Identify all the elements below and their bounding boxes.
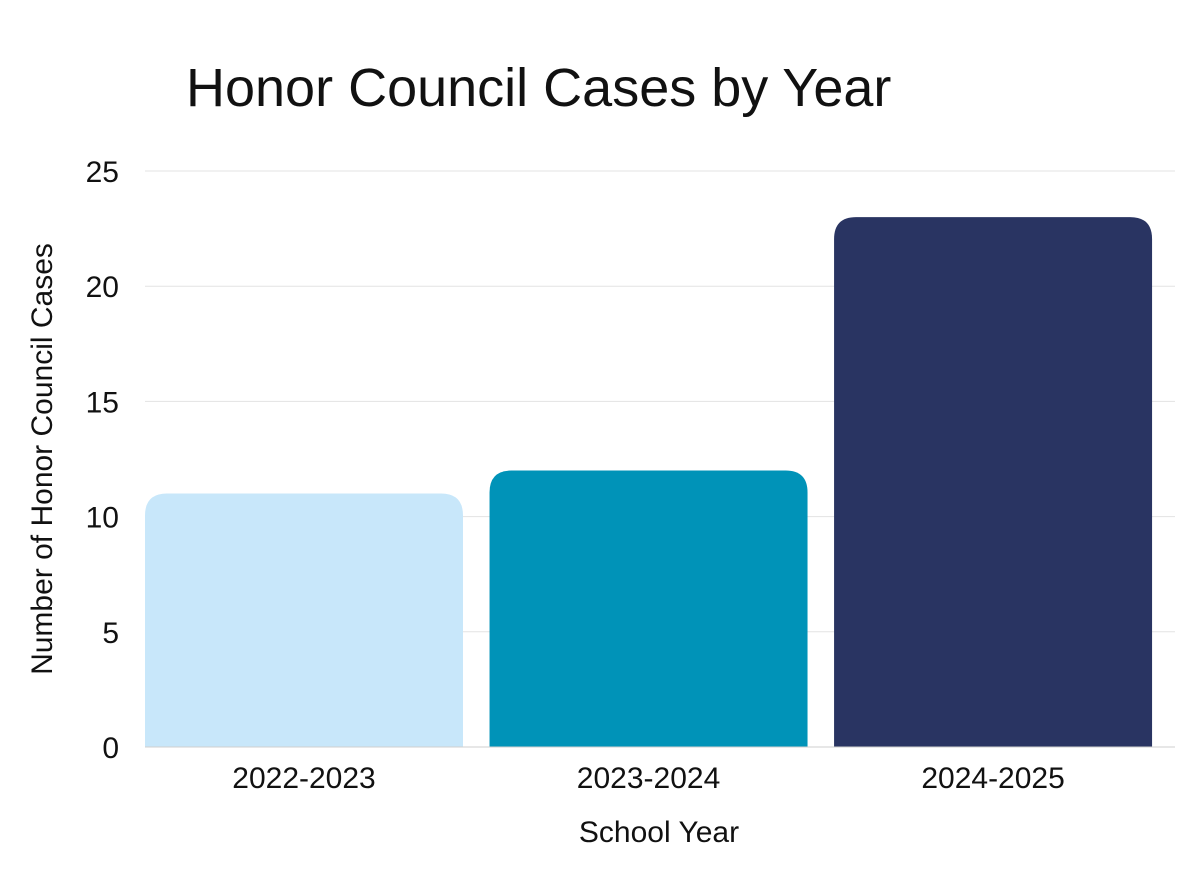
y-axis-label: Number of Honor Council Cases bbox=[26, 243, 59, 675]
y-tick-label: 20 bbox=[86, 271, 119, 304]
y-axis-ticks: 0 5 10 15 20 25 bbox=[86, 156, 119, 765]
y-tick-label: 0 bbox=[102, 732, 119, 765]
y-tick-label: 25 bbox=[86, 156, 119, 189]
y-tick-label: 15 bbox=[86, 386, 119, 419]
y-tick-label: 5 bbox=[102, 617, 119, 650]
x-axis-label: School Year bbox=[579, 816, 739, 849]
bar-2023-2024 bbox=[489, 470, 808, 747]
y-tick-label: 10 bbox=[86, 502, 119, 535]
x-axis-ticks: 2022-2023 2023-2024 2024-2025 bbox=[232, 762, 1065, 795]
bar-2024-2025 bbox=[834, 217, 1153, 747]
chart-title: Honor Council Cases by Year bbox=[186, 58, 891, 118]
x-tick-label: 2024-2025 bbox=[921, 762, 1064, 795]
bar-2022-2023 bbox=[145, 493, 463, 747]
x-tick-label: 2022-2023 bbox=[232, 762, 375, 795]
bars bbox=[145, 217, 1175, 748]
x-tick-label: 2023-2024 bbox=[577, 762, 720, 795]
